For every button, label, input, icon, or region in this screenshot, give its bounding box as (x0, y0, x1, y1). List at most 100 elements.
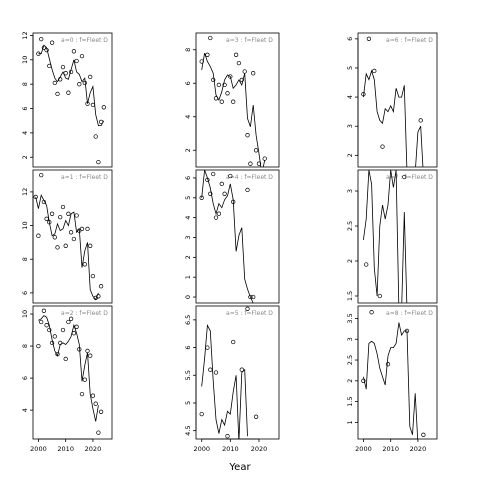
data-point (245, 187, 250, 193)
data-point (39, 36, 44, 42)
y-tick-label: 2 (184, 255, 192, 259)
data-point (262, 156, 267, 161)
y-tick-label: 6 (184, 345, 192, 349)
data-point (44, 216, 49, 221)
y-axis: 4.5 5 5.5 6 6.5 (184, 315, 197, 436)
y-axis: 1.5 2 2.5 3 (346, 189, 359, 301)
data-point (58, 77, 63, 82)
panel-label: a=0 : f=Fleet D (61, 37, 108, 44)
data-point (225, 434, 230, 439)
data-point (98, 409, 104, 414)
data-point (49, 40, 55, 45)
fitted-line (363, 69, 424, 167)
fitted-line (35, 194, 99, 301)
y-axis: 6 8 10 12 (21, 188, 34, 295)
y-tick-label: 6.5 (184, 315, 192, 325)
data-point (222, 191, 227, 196)
data-point (74, 213, 79, 218)
data-point (77, 82, 82, 87)
data-point (41, 45, 47, 50)
data-point (36, 233, 41, 238)
data-point (231, 199, 236, 204)
panel-6: a=2 : f=Fleet D 4 6 8 10 2000 2010 2020 (21, 305, 113, 453)
data-point (251, 294, 256, 300)
observed-points (361, 36, 423, 149)
y-tick-label: 4 (184, 115, 192, 119)
data-point (77, 347, 82, 352)
panel-frame (357, 305, 438, 440)
x-axis: 2000 2010 2020 (355, 438, 426, 453)
data-point (58, 214, 63, 220)
y-tick-label: 12 (21, 188, 29, 196)
x-tick-label: 2010 (222, 445, 239, 453)
data-point (228, 173, 233, 179)
data-point (372, 68, 377, 74)
data-point (79, 53, 85, 59)
panel-label: a=6 : f=Fleet D (386, 37, 433, 44)
data-point (71, 49, 77, 54)
data-point (253, 414, 259, 419)
panel-4: a=4 : f=Fleet D 0 1 2 3 4 5 6 (184, 169, 280, 304)
y-tick-label: 2 (346, 379, 354, 383)
observed-points (36, 36, 106, 165)
x-axis: 2000 2010 2020 (193, 438, 267, 453)
panel-label: a=4 : f=Fleet D (226, 174, 273, 181)
data-point (52, 80, 57, 86)
data-point (41, 308, 47, 313)
data-point (63, 356, 68, 362)
data-point (55, 91, 60, 97)
fitted-line (363, 170, 408, 303)
panel-frame (357, 32, 438, 168)
y-tick-label: 8 (21, 82, 29, 86)
data-point (421, 432, 426, 437)
y-axis: 2 4 6 8 (184, 48, 197, 152)
data-point (251, 71, 256, 76)
x-tick-label: 2000 (30, 445, 47, 453)
data-point (71, 331, 77, 336)
y-tick-label: 1 (346, 420, 354, 424)
observed-points (364, 174, 407, 299)
panel-frame (32, 32, 113, 168)
y-tick-label: 5 (184, 401, 192, 405)
data-point (82, 262, 87, 267)
panel-1: a=3 : f=Fleet D 2 4 6 8 (184, 32, 280, 168)
y-tick-label: 4 (184, 216, 192, 220)
y-tick-label: 1.5 (346, 396, 354, 406)
y-axis: 0 1 2 3 4 5 6 (184, 176, 197, 299)
data-point (74, 58, 79, 64)
fitted-line (38, 44, 105, 126)
data-point (211, 171, 216, 177)
panel-frame (195, 305, 280, 440)
data-point (68, 230, 74, 235)
y-tick-label: 0 (184, 295, 192, 299)
data-point (85, 348, 90, 354)
data-point (55, 245, 60, 250)
data-point (63, 243, 68, 248)
data-point (205, 177, 210, 183)
y-tick-label: 8 (184, 48, 192, 52)
x-axis: 2000 2010 2020 (30, 438, 101, 453)
data-point (222, 82, 227, 88)
panel-label: a=3 : f=Fleet D (226, 37, 273, 44)
data-point (90, 102, 96, 108)
data-point (208, 191, 213, 196)
fitted-line (201, 170, 254, 303)
data-point (85, 226, 90, 232)
observed-points (199, 35, 267, 166)
panel-label: a=5 : f=Fleet D (226, 310, 273, 317)
data-point (47, 220, 52, 225)
data-point (60, 327, 66, 333)
data-point (74, 324, 79, 329)
data-point (60, 64, 66, 70)
observed-points (33, 172, 104, 301)
data-point (55, 351, 60, 357)
y-tick-label: 6 (21, 106, 29, 110)
data-point (231, 99, 236, 104)
data-point (213, 370, 219, 375)
y-tick-label: 2 (21, 155, 29, 159)
observed-points (361, 310, 426, 437)
fitted-line (201, 324, 248, 439)
y-tick-label: 2.5 (346, 355, 354, 365)
